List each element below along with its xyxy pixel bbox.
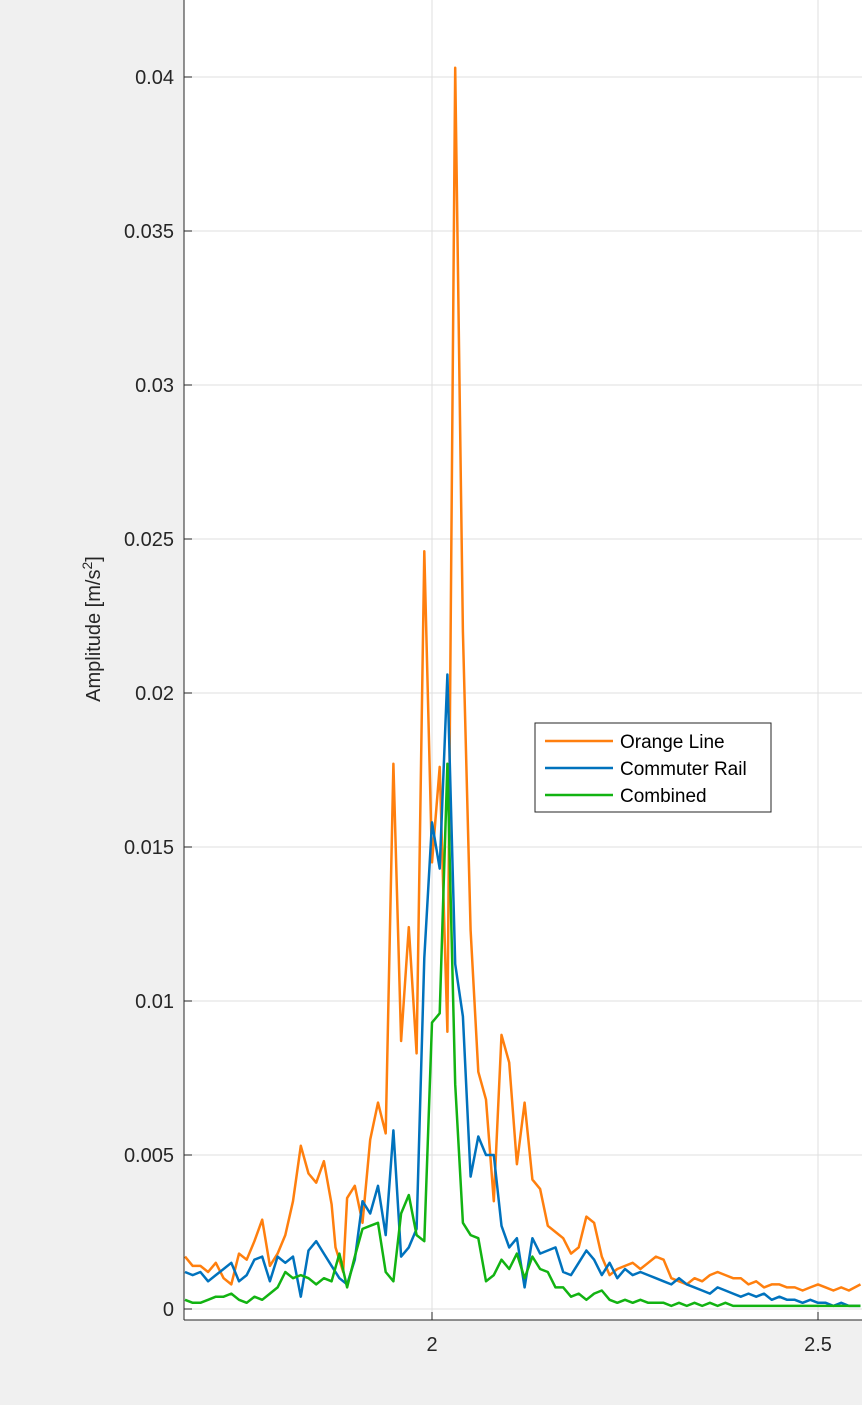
legend: Orange Line Commuter Rail Combined [534,722,772,813]
grid [184,0,862,1320]
legend-label: Combined [620,786,707,807]
y-tick-label: 0.005 [124,1145,174,1167]
y-tick-label: 0.025 [124,529,174,551]
tick-labels: 0 0.005 0.01 0.015 0.02 0.025 0.03 0.035 0.04 2 2.… [124,67,832,1356]
series-lines [184,66,862,1308]
y-tick-label: 0.03 [135,375,174,397]
y-tick-label: 0 [163,1299,174,1321]
axes [183,0,862,1321]
y-tick-label: 0.04 [135,67,174,89]
y-tick-label: 0.015 [124,837,174,859]
x-tick-label: 2.5 [804,1334,832,1356]
series-line-combined [184,762,861,1308]
y-tick-label: 0.01 [135,991,174,1013]
y-tick-label: 0.035 [124,221,174,243]
series-line-orange-line [184,66,862,1292]
plot-area [184,0,862,1320]
x-tick-label: 2 [426,1334,437,1356]
y-axis-label: Amplitude [m/s2] [79,556,105,702]
y-tick-label: 0.02 [135,683,174,705]
legend-label: Commuter Rail [620,759,747,780]
legend-label: Orange Line [620,732,725,753]
